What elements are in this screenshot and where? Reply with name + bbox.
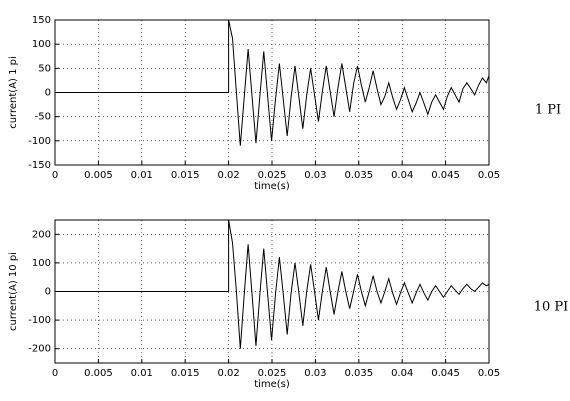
y-tick-label: 100 [32, 39, 51, 50]
x-tick-label: 0.01 [131, 368, 153, 379]
x-tick-label: 0.035 [344, 368, 373, 379]
y-tick-label: 150 [32, 15, 51, 26]
y-axis-label: current(A) 1 pi [8, 56, 19, 129]
y-tick-label: 50 [38, 63, 51, 74]
x-axis-label: time(s) [254, 379, 290, 390]
x-tick-label: 0 [52, 170, 58, 181]
x-tick-label: 0.015 [171, 170, 200, 181]
x-tick-label: 0.04 [391, 368, 413, 379]
x-tick-label: 0.025 [258, 170, 287, 181]
y-tick-label: -50 [35, 112, 51, 123]
x-tick-label: 0.015 [171, 368, 200, 379]
plot-annotation: 10 PI [534, 300, 569, 315]
x-tick-label: 0.05 [478, 368, 500, 379]
x-tick-label: 0.045 [431, 368, 460, 379]
x-tick-label: 0.025 [258, 368, 287, 379]
y-tick-label: -100 [28, 315, 51, 326]
signal-line [55, 219, 490, 349]
x-tick-label: 0 [52, 368, 58, 379]
x-tick-label: 0.04 [391, 170, 413, 181]
x-tick-label: 0.005 [84, 170, 113, 181]
x-tick-label: 0.035 [344, 170, 373, 181]
x-tick-label: 0.01 [131, 170, 153, 181]
y-tick-label: 0 [45, 287, 51, 298]
x-tick-label: 0.02 [217, 170, 239, 181]
plot-annotation: 1 PI [535, 103, 561, 118]
x-tick-label: 0.03 [304, 170, 326, 181]
x-tick-label: 0.02 [217, 368, 239, 379]
y-tick-label: -100 [28, 136, 51, 147]
y-tick-label: -150 [28, 160, 51, 171]
y-tick-label: 200 [32, 229, 51, 240]
y-tick-label: 0 [45, 88, 51, 99]
x-tick-label: 0.05 [478, 170, 500, 181]
x-tick-label: 0.005 [84, 368, 113, 379]
y-tick-label: -200 [28, 344, 51, 355]
y-axis-label: current(A) 10 pi [8, 252, 19, 331]
x-tick-label: 0.045 [431, 170, 460, 181]
signal-line [55, 19, 490, 146]
x-axis-label: time(s) [254, 181, 290, 192]
x-tick-label: 0.03 [304, 368, 326, 379]
y-tick-label: 100 [32, 258, 51, 269]
